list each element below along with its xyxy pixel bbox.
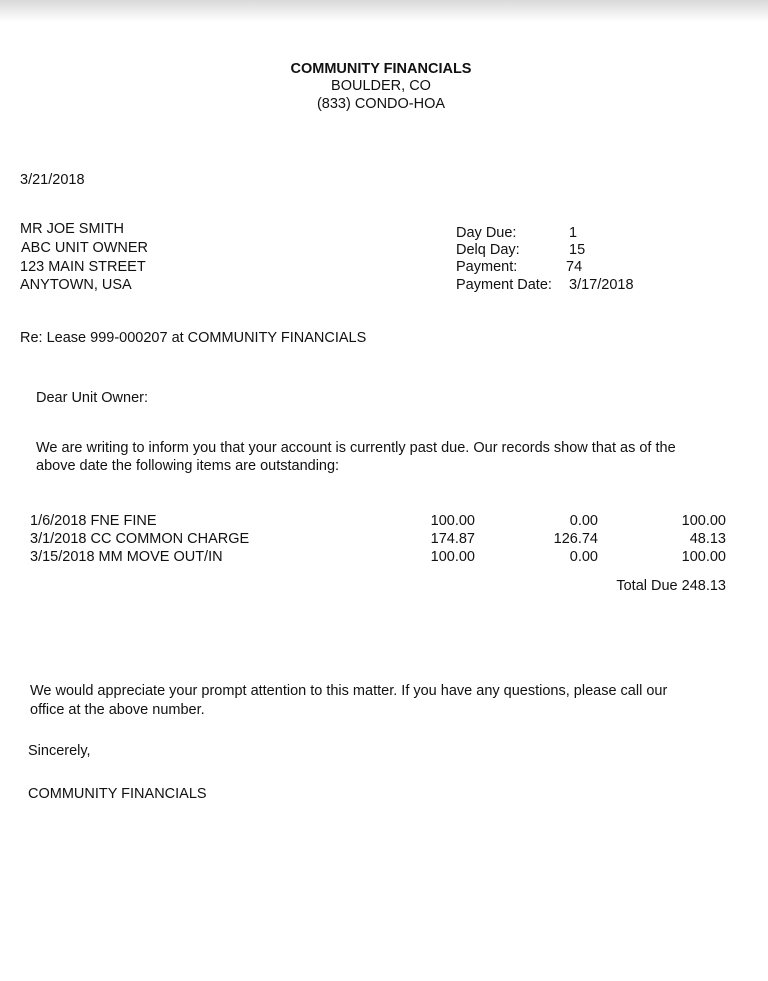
intro-line: We are writing to inform you that your a… [36,440,676,456]
item-balance: 48.13 [689,531,726,547]
letter-date: 3/21/2018 [20,172,85,188]
item-description: 3/15/2018 MM MOVE OUT/IN [30,549,223,565]
item-amount: 100.00 [430,549,475,565]
day-due-value: 1 [569,225,578,241]
item-paid: 0.00 [569,513,598,529]
closing-line: office at the above number. [30,702,205,718]
item-amount: 174.87 [430,531,475,547]
item-description: 3/1/2018 CC COMMON CHARGE [30,531,250,547]
company-name: COMMUNITY FINANCIALS [290,61,472,77]
item-balance: 100.00 [681,513,726,529]
payment-value: 74 [566,259,583,275]
salutation: Dear Unit Owner: [36,390,149,406]
re-line: Re: Lease 999-000207 at COMMUNITY FINANC… [20,330,367,346]
viewer-top-shadow [0,0,768,22]
item-balance: 100.00 [681,549,726,565]
item-description: 1/6/2018 FNE FINE [30,513,157,529]
payment-date-label: Payment Date: [456,277,552,293]
address-line: MR JOE SMITH [20,221,124,237]
address-line: ANYTOWN, USA [20,277,132,293]
delq-day-label: Delq Day: [456,242,520,258]
item-paid: 0.00 [569,549,598,565]
signature: COMMUNITY FINANCIALS [28,786,207,802]
company-phone: (833) CONDO-HOA [316,96,446,112]
address-line: 123 MAIN STREET [20,259,146,275]
address-line: ABC UNIT OWNER [21,240,149,256]
intro-line: above date the following items are outst… [36,458,340,474]
closing-line: We would appreciate your prompt attentio… [30,683,668,699]
sign-off: Sincerely, [28,743,91,759]
payment-label: Payment: [456,259,518,275]
payment-date-value: 3/17/2018 [569,277,634,293]
item-paid: 126.74 [553,531,598,547]
day-due-label: Day Due: [456,225,517,241]
item-amount: 100.00 [430,513,475,529]
delq-day-value: 15 [569,242,586,258]
company-city: BOULDER, CO [331,78,431,94]
total-due: Total Due 248.13 [616,578,726,594]
